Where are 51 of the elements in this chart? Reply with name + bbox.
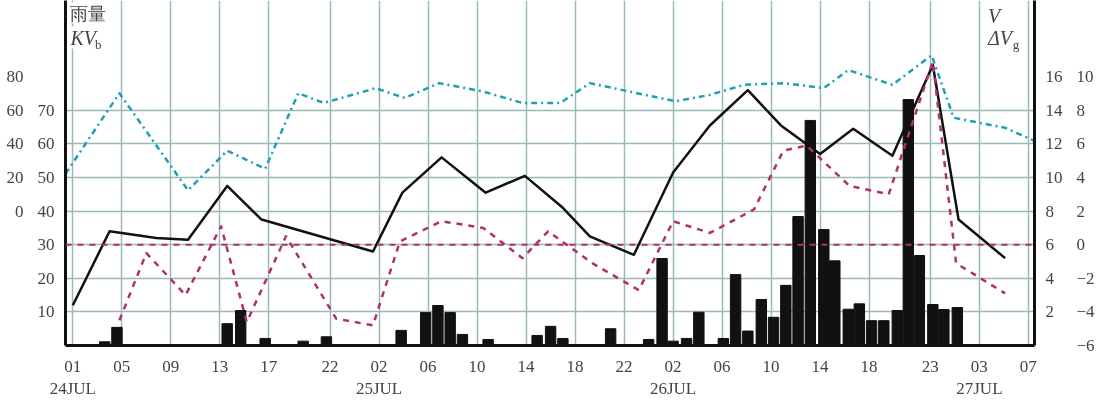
x-tick-label: 18 xyxy=(566,356,584,376)
x-tick-label: 06 xyxy=(419,356,437,376)
y3-tick-label: 2 xyxy=(1076,201,1085,221)
y2-tick-label: 12 xyxy=(1045,134,1063,154)
y-tick-label: 30 xyxy=(37,235,55,255)
y3-tick-label: 0 xyxy=(1076,235,1085,255)
y2-tick-label: 2 xyxy=(1045,302,1054,322)
y2-tick-label: 10 xyxy=(1045,168,1063,188)
x-tick-label: 10 xyxy=(762,356,780,376)
y-tick-label: 50 xyxy=(37,168,55,188)
y-tick-label: 20 xyxy=(37,268,55,288)
x-tick-label: 14 xyxy=(811,356,830,376)
y3-tick-label: −2 xyxy=(1076,268,1095,288)
x-tick-label: 06 xyxy=(713,356,731,376)
y3-tick-label: 8 xyxy=(1076,100,1085,120)
y-axis-title: 雨量 xyxy=(70,2,107,24)
x-tick-label: 02 25JUL xyxy=(355,356,403,399)
y3-tick-label: 10 xyxy=(1076,67,1094,87)
x-tick-label: 18 xyxy=(860,356,878,376)
x-tick-label: 01 24JUL xyxy=(49,356,96,399)
x-tick-label: 17 xyxy=(260,356,278,376)
x-tick-label: 22 xyxy=(321,356,339,376)
x-tick-label: 09 xyxy=(162,356,180,376)
x-tick-label: 23 xyxy=(921,356,939,376)
y3-tick-label: 6 xyxy=(1076,134,1085,154)
y2-axis-title: V xyxy=(988,4,1004,27)
y3-tick-label: −4 xyxy=(1076,302,1096,322)
x-tick-label: 02 26JUL xyxy=(649,356,697,399)
x-tick-label: 13 xyxy=(211,356,229,376)
x-tick-label: 14 xyxy=(517,356,536,376)
text: 40 xyxy=(6,134,24,154)
x-tick-label: 07 xyxy=(1019,356,1038,376)
text: 0 xyxy=(15,201,24,221)
y-tick-label: 60 xyxy=(37,134,55,154)
y2-tick-label: 6 xyxy=(1045,235,1054,255)
y-tick-label: 70 xyxy=(37,100,55,120)
text: 20 xyxy=(6,168,24,188)
y2-tick-label: 8 xyxy=(1045,201,1054,221)
x-tick-label: 03 27JUL xyxy=(956,356,1003,399)
x-tick-label: 10 xyxy=(468,356,486,376)
y2-tick-label: 16 xyxy=(1045,67,1063,87)
y3-tick-label: −6 xyxy=(1076,336,1095,355)
y2-tick-label: 14 xyxy=(1045,100,1063,120)
x-tick-label: 22 xyxy=(615,356,633,376)
x-tick-label: 05 xyxy=(113,356,131,376)
text: 80 xyxy=(6,67,24,87)
y3-tick-label: 4 xyxy=(1076,168,1086,188)
y-tick-label: 40 xyxy=(37,201,55,221)
text: 60 xyxy=(6,100,24,120)
y-tick-label: 10 xyxy=(37,302,55,322)
y2-tick-label: 4 xyxy=(1045,268,1055,288)
